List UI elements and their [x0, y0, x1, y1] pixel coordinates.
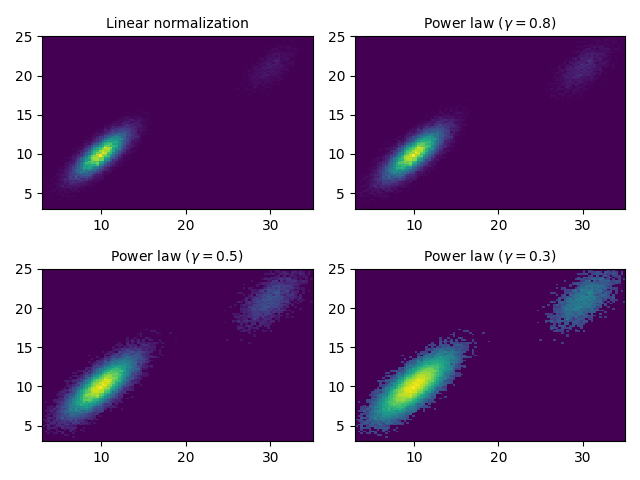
Title: Linear normalization: Linear normalization	[106, 17, 249, 31]
Title: Power law ($\gamma = 0.5$): Power law ($\gamma = 0.5$)	[111, 248, 244, 265]
Title: Power law ($\gamma = 0.8$): Power law ($\gamma = 0.8$)	[423, 15, 557, 33]
Title: Power law ($\gamma = 0.3$): Power law ($\gamma = 0.3$)	[423, 248, 557, 265]
